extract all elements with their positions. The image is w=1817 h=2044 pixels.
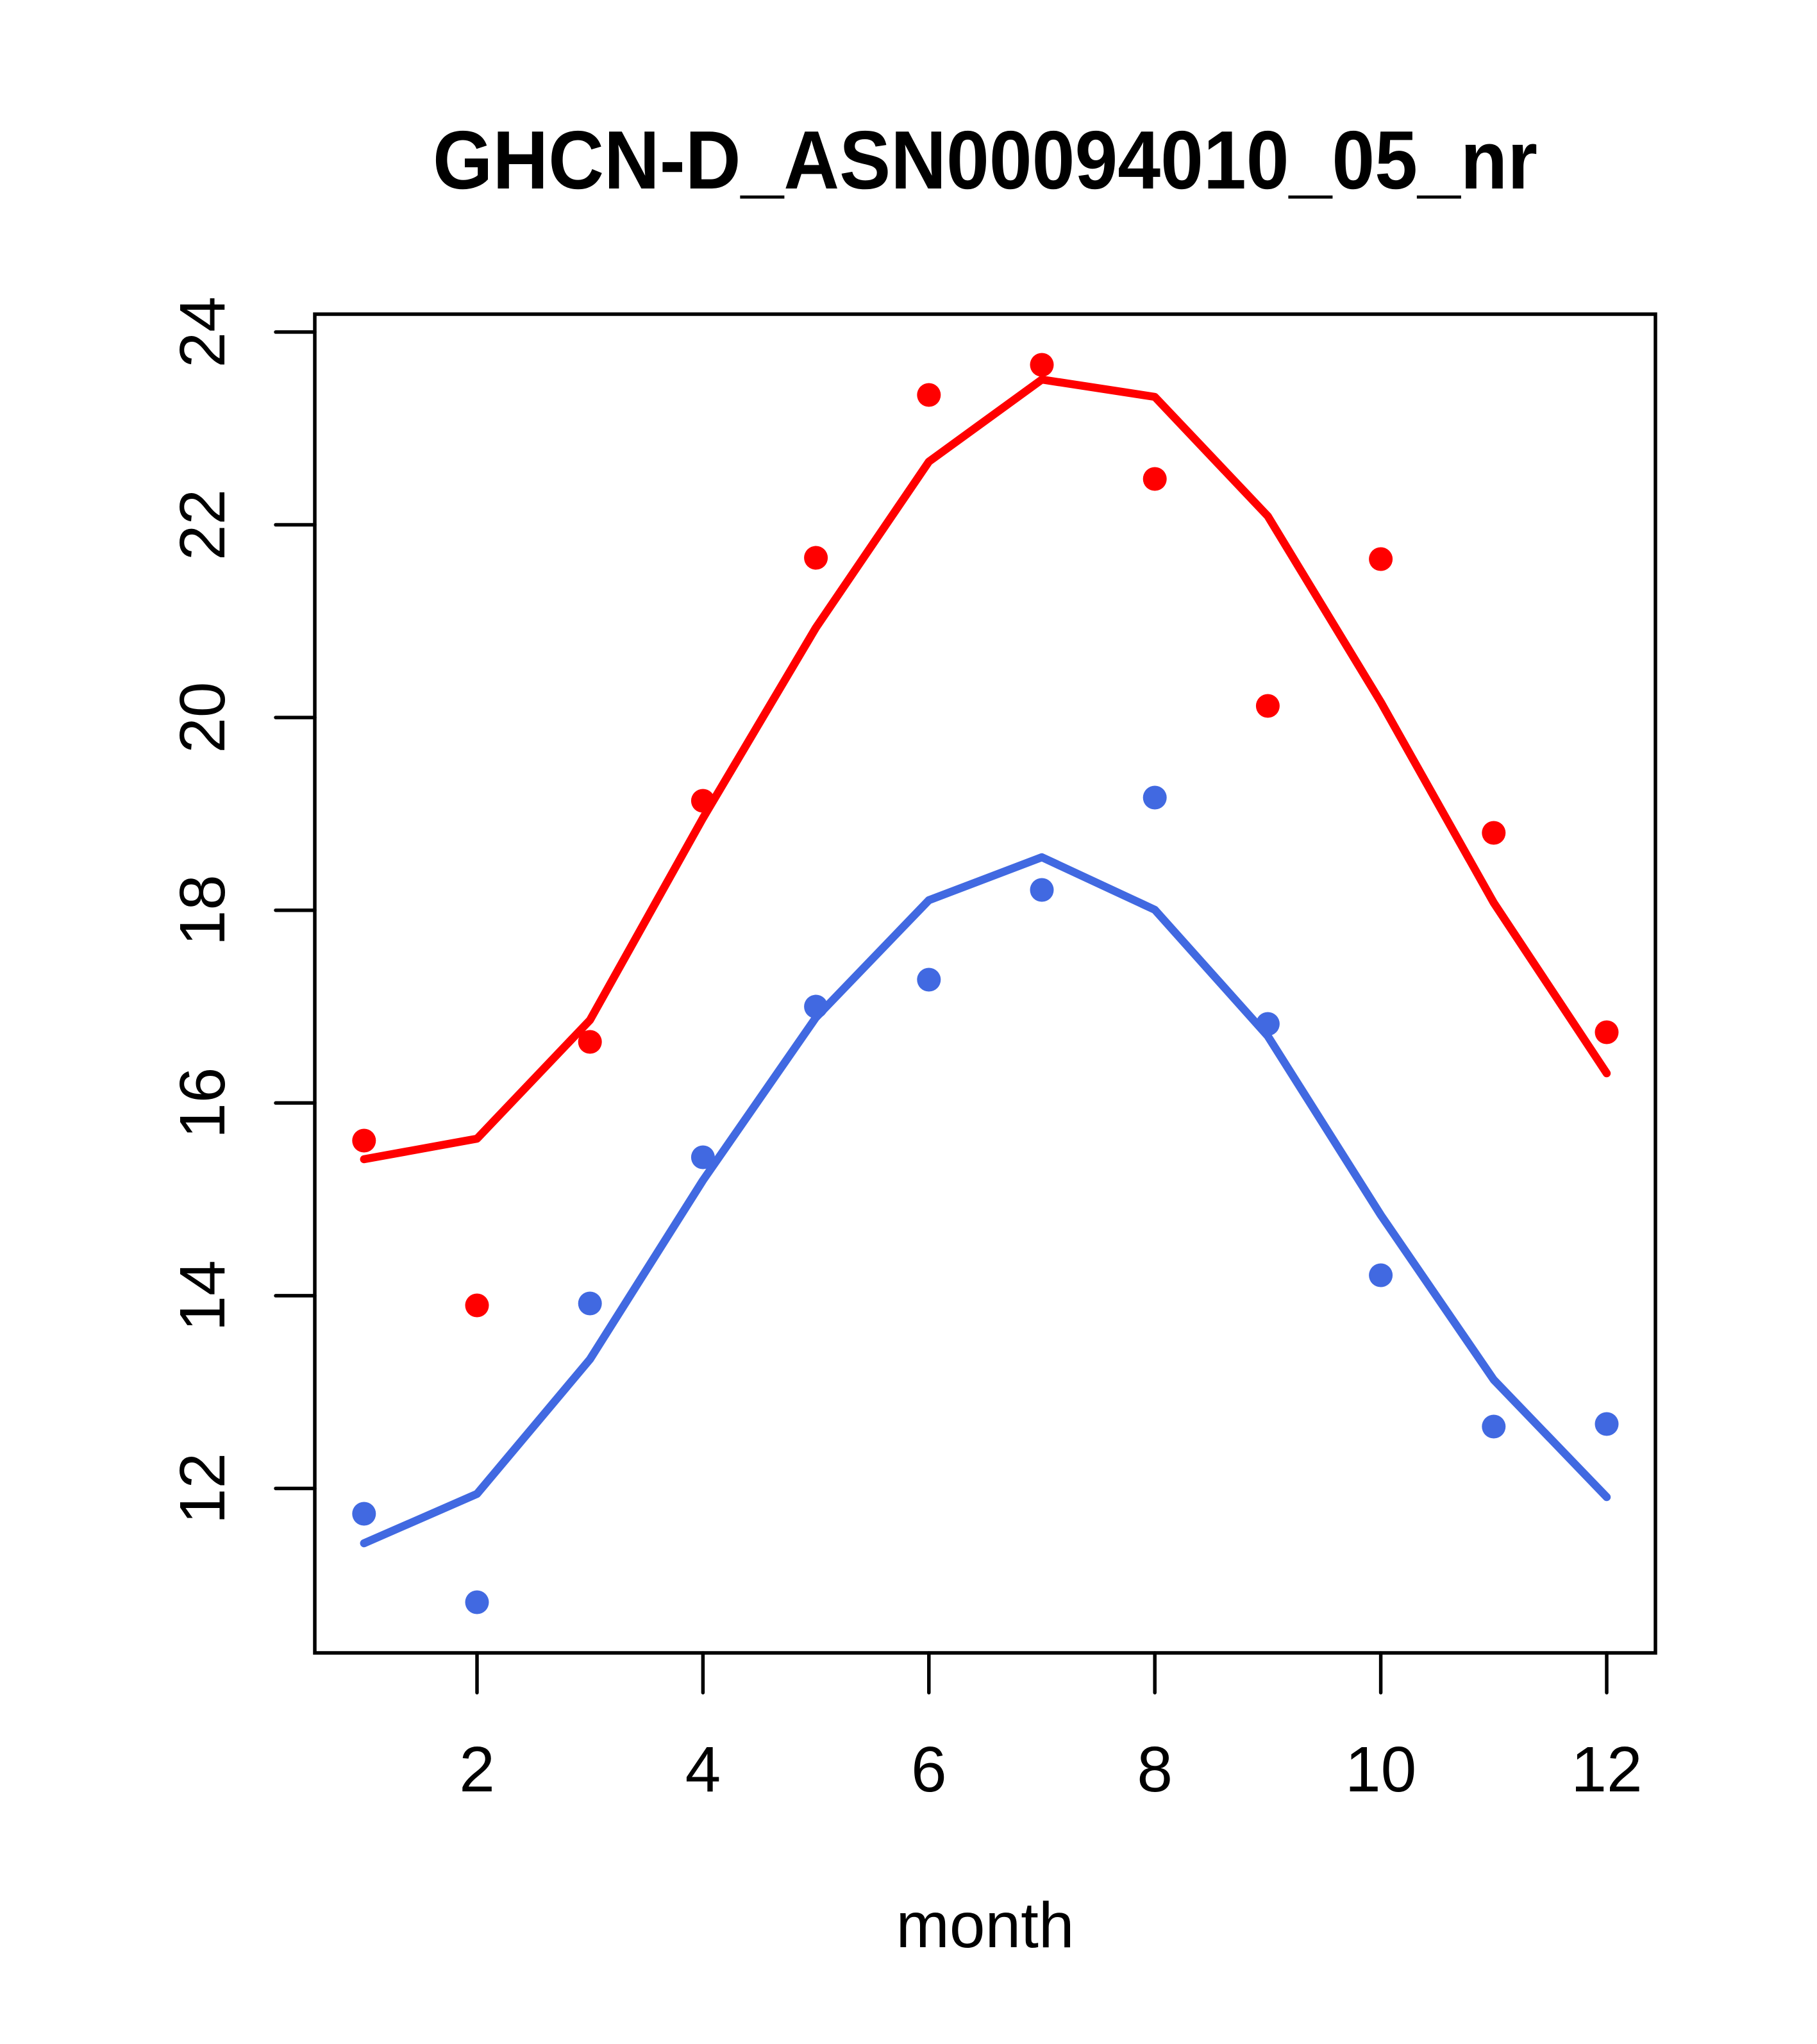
svg-text:16: 16 bbox=[167, 1068, 239, 1139]
svg-text:22: 22 bbox=[167, 489, 239, 560]
svg-text:8: 8 bbox=[1137, 1734, 1173, 1805]
svg-text:10: 10 bbox=[1345, 1734, 1416, 1805]
svg-text:month: month bbox=[896, 1889, 1075, 1961]
svg-text:24: 24 bbox=[167, 296, 239, 367]
svg-text:12: 12 bbox=[167, 1453, 239, 1524]
svg-text:4: 4 bbox=[685, 1734, 721, 1805]
svg-text:GHCN-D_ASN00094010_05_nr: GHCN-D_ASN00094010_05_nr bbox=[433, 114, 1537, 206]
svg-text:2: 2 bbox=[459, 1734, 495, 1805]
svg-text:18: 18 bbox=[167, 875, 239, 946]
svg-text:6: 6 bbox=[911, 1734, 947, 1805]
svg-text:14: 14 bbox=[167, 1260, 239, 1331]
svg-text:20: 20 bbox=[167, 682, 239, 753]
svg-text:12: 12 bbox=[1571, 1734, 1642, 1805]
